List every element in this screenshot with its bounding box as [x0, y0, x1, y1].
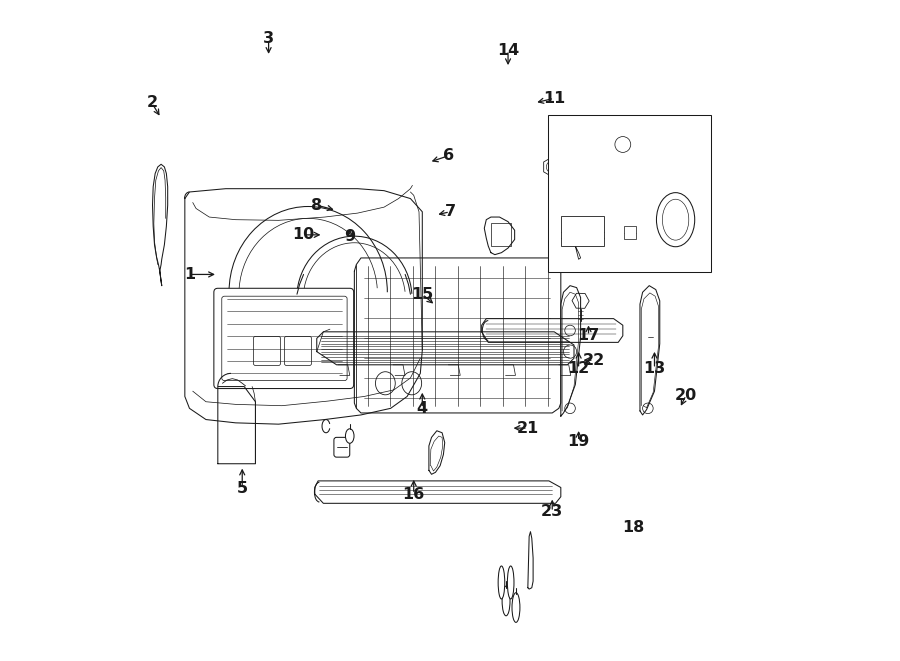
- Text: 9: 9: [344, 229, 356, 245]
- Ellipse shape: [662, 199, 688, 240]
- Text: 7: 7: [445, 204, 455, 219]
- Text: 8: 8: [311, 198, 322, 213]
- Bar: [624, 226, 636, 239]
- Text: 10: 10: [292, 227, 315, 243]
- Ellipse shape: [502, 586, 510, 616]
- Text: 15: 15: [411, 287, 434, 301]
- Ellipse shape: [346, 429, 354, 444]
- Ellipse shape: [499, 566, 505, 599]
- FancyBboxPatch shape: [334, 438, 350, 457]
- Circle shape: [565, 325, 575, 336]
- Text: 3: 3: [263, 32, 274, 46]
- Text: 16: 16: [402, 486, 425, 502]
- Ellipse shape: [512, 593, 520, 623]
- FancyBboxPatch shape: [254, 336, 281, 366]
- Text: 12: 12: [568, 362, 590, 376]
- Ellipse shape: [656, 192, 695, 247]
- Bar: [491, 223, 510, 246]
- Text: 11: 11: [543, 91, 565, 106]
- Bar: [547, 116, 711, 272]
- Text: 18: 18: [622, 520, 644, 535]
- Ellipse shape: [375, 371, 395, 395]
- Circle shape: [563, 345, 577, 358]
- Text: 13: 13: [644, 362, 666, 376]
- Circle shape: [546, 161, 558, 173]
- Text: 6: 6: [443, 148, 454, 163]
- Ellipse shape: [508, 566, 514, 599]
- Circle shape: [615, 137, 631, 153]
- Text: 22: 22: [582, 353, 605, 368]
- Bar: [561, 216, 604, 246]
- Text: 21: 21: [517, 420, 539, 436]
- FancyBboxPatch shape: [284, 336, 311, 366]
- Text: 14: 14: [497, 43, 519, 58]
- Text: 19: 19: [568, 434, 590, 449]
- FancyBboxPatch shape: [221, 296, 347, 381]
- Text: 20: 20: [675, 387, 698, 403]
- Text: 2: 2: [147, 95, 158, 110]
- Circle shape: [565, 403, 575, 414]
- Text: 1: 1: [184, 267, 195, 282]
- Ellipse shape: [401, 371, 421, 395]
- Text: 4: 4: [417, 401, 428, 416]
- Text: 23: 23: [541, 504, 563, 520]
- Text: 17: 17: [578, 329, 599, 343]
- Circle shape: [643, 403, 653, 414]
- Text: 5: 5: [237, 481, 248, 496]
- FancyBboxPatch shape: [214, 288, 354, 389]
